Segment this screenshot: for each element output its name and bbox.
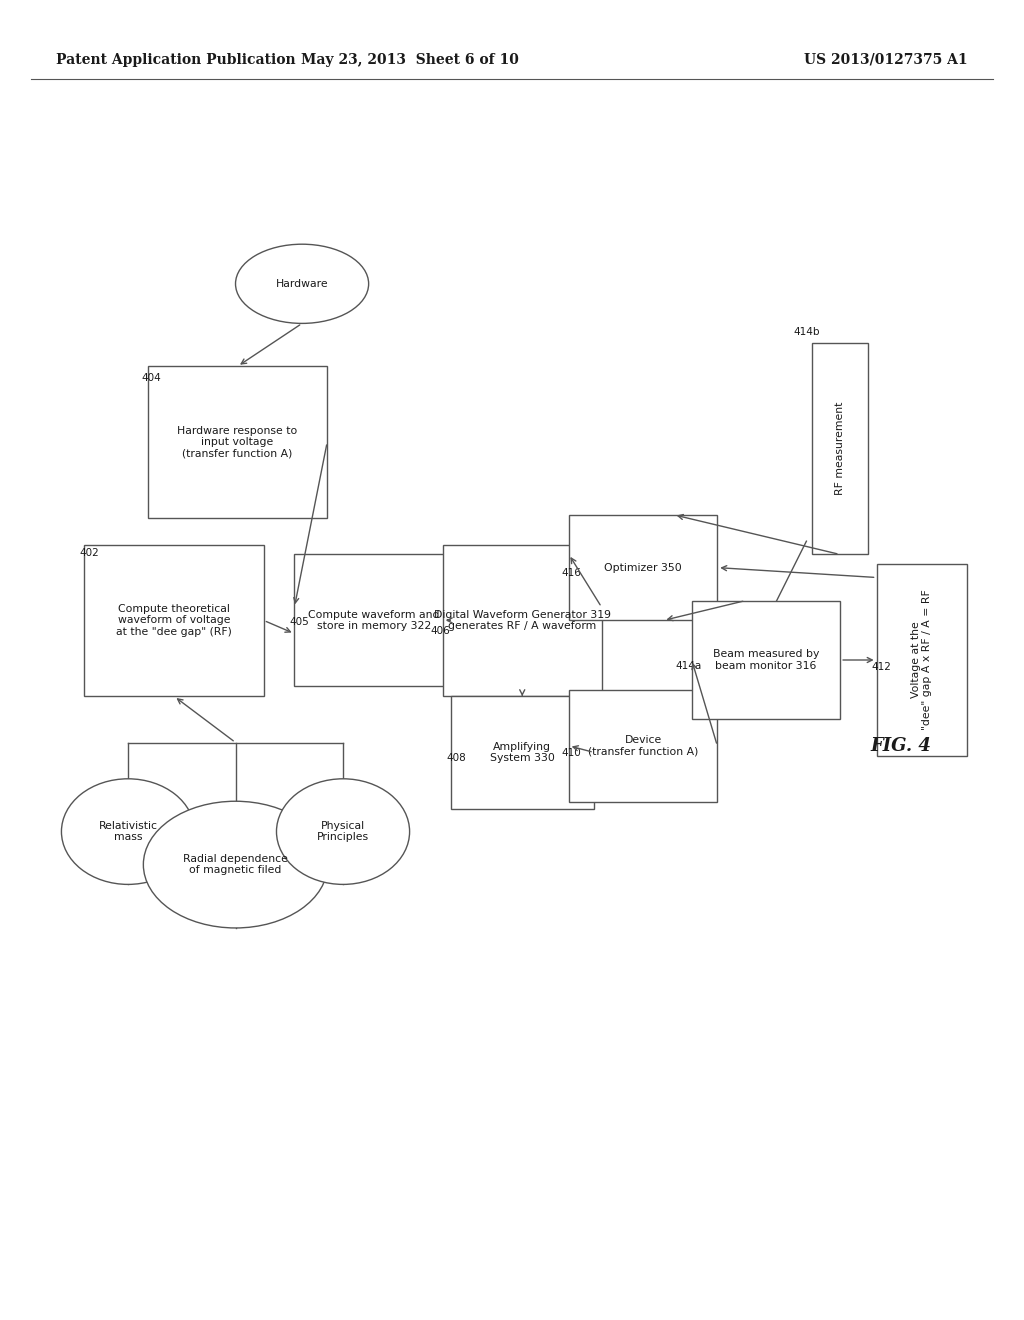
Bar <box>451 697 594 808</box>
Ellipse shape <box>276 779 410 884</box>
Bar <box>569 689 717 801</box>
Text: 402: 402 <box>80 548 99 558</box>
Text: RF measurement: RF measurement <box>835 403 845 495</box>
Bar <box>811 343 868 554</box>
Text: Physical
Principles: Physical Principles <box>317 821 369 842</box>
Bar <box>295 554 453 686</box>
Text: 410: 410 <box>561 747 581 758</box>
Text: Hardware response to
input voltage
(transfer function A): Hardware response to input voltage (tran… <box>177 425 298 459</box>
Text: 416: 416 <box>561 568 581 578</box>
Bar <box>569 515 717 620</box>
Text: Patent Application Publication: Patent Application Publication <box>56 53 296 67</box>
Text: FIG. 4: FIG. 4 <box>870 737 931 755</box>
Bar <box>442 544 602 697</box>
Ellipse shape <box>236 244 369 323</box>
Text: Optimizer 350: Optimizer 350 <box>604 562 682 573</box>
Bar <box>692 601 840 719</box>
Bar <box>85 544 264 697</box>
Text: Compute waveform and
store in memory 322: Compute waveform and store in memory 322 <box>308 610 439 631</box>
Bar <box>148 366 328 517</box>
Text: May 23, 2013  Sheet 6 of 10: May 23, 2013 Sheet 6 of 10 <box>301 53 518 67</box>
Text: 404: 404 <box>141 372 161 383</box>
Text: 414a: 414a <box>676 660 702 671</box>
Text: Amplifying
System 330: Amplifying System 330 <box>489 742 555 763</box>
Text: 408: 408 <box>446 752 466 763</box>
Bar <box>877 565 967 755</box>
Text: Relativistic
mass: Relativistic mass <box>98 821 158 842</box>
Text: Digital Waveform Generator 319
generates RF / A waveform: Digital Waveform Generator 319 generates… <box>434 610 610 631</box>
Text: 412: 412 <box>871 661 891 672</box>
Text: US 2013/0127375 A1: US 2013/0127375 A1 <box>804 53 968 67</box>
Text: 405: 405 <box>290 616 309 627</box>
Text: Hardware: Hardware <box>275 279 329 289</box>
Text: Voltage at the
"dee" gap A x RF / A = RF: Voltage at the "dee" gap A x RF / A = RF <box>910 590 933 730</box>
Text: Beam measured by
beam monitor 316: Beam measured by beam monitor 316 <box>713 649 819 671</box>
Text: 414b: 414b <box>794 326 820 337</box>
Text: Radial dependence
of magnetic filed: Radial dependence of magnetic filed <box>183 854 288 875</box>
Ellipse shape <box>61 779 195 884</box>
Text: 406: 406 <box>430 626 450 636</box>
Text: Compute theoretical
waveform of voltage
at the "dee gap" (RF): Compute theoretical waveform of voltage … <box>116 603 232 638</box>
Ellipse shape <box>143 801 328 928</box>
Text: Device
(transfer function A): Device (transfer function A) <box>588 735 698 756</box>
